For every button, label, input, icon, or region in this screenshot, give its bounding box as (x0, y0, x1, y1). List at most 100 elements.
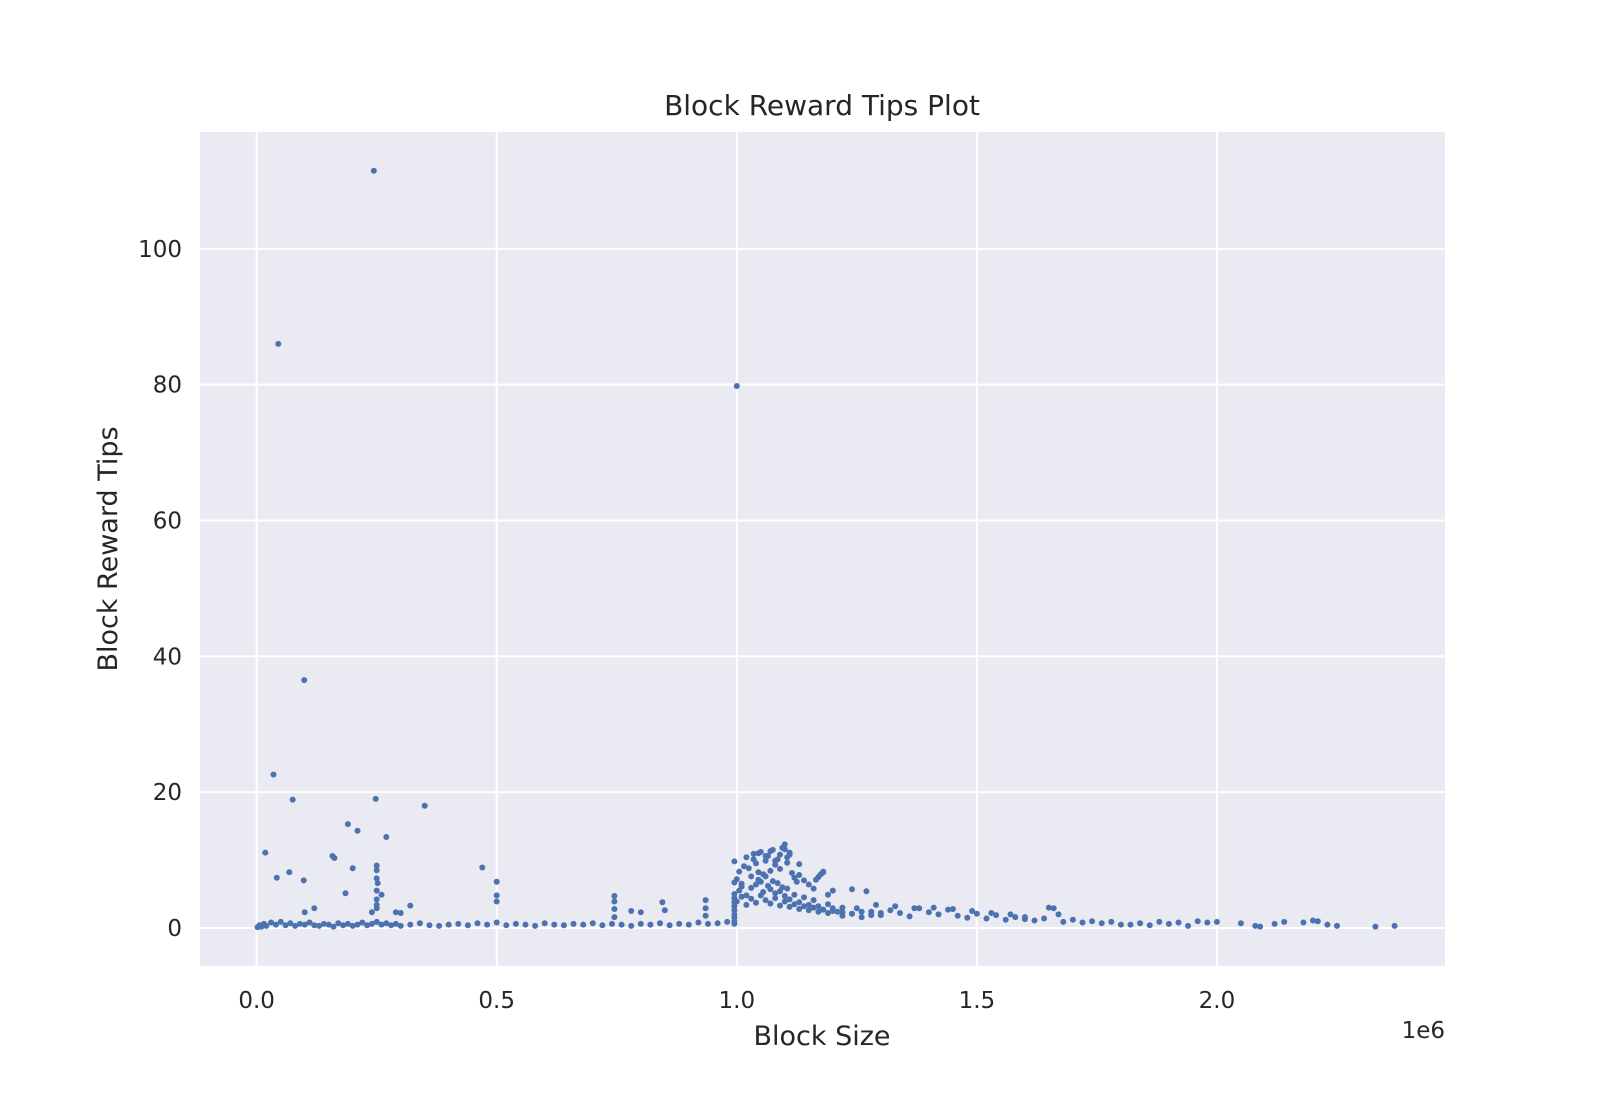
data-point (484, 921, 491, 928)
data-point (611, 906, 618, 912)
data-point (560, 922, 567, 929)
data-point (1079, 919, 1086, 926)
data-point (611, 898, 618, 905)
data-point (954, 912, 961, 919)
x-tick-label: 0.5 (478, 988, 515, 1014)
data-point (370, 167, 377, 174)
data-point (877, 912, 884, 919)
data-point (767, 848, 774, 855)
data-point (1257, 923, 1264, 930)
data-point (611, 893, 618, 899)
data-point (301, 921, 308, 928)
data-point (368, 920, 375, 927)
data-point (789, 870, 795, 876)
data-point (392, 920, 399, 927)
data-point (407, 902, 414, 909)
data-point (695, 919, 702, 926)
data-point (777, 865, 783, 872)
data-point (522, 921, 529, 928)
data-point (733, 383, 740, 389)
data-point (599, 922, 606, 929)
data-point (820, 868, 827, 875)
data-point (1137, 920, 1144, 927)
data-point (611, 914, 618, 921)
data-point (815, 908, 822, 915)
data-point (263, 922, 270, 929)
data-point (659, 899, 666, 906)
data-point (372, 795, 379, 802)
data-point (676, 920, 683, 927)
data-point (772, 861, 779, 868)
data-point (1045, 904, 1052, 911)
data-point (1055, 911, 1062, 918)
data-point (1060, 918, 1067, 925)
x-tick-label: 1.0 (719, 988, 756, 1014)
grid-lines (200, 132, 1445, 966)
data-point (1108, 918, 1115, 925)
data-point (796, 906, 803, 912)
data-point (810, 904, 817, 911)
data-point (277, 918, 284, 925)
data-point (849, 886, 855, 893)
data-point (757, 892, 764, 899)
data-point (791, 901, 798, 908)
y-tick-label: 100 (138, 237, 182, 263)
data-point (436, 922, 443, 929)
data-point (1146, 922, 1153, 929)
data-point (455, 920, 462, 927)
data-point (1314, 918, 1321, 925)
data-point (657, 920, 663, 927)
data-point (813, 876, 819, 883)
data-point (344, 920, 351, 927)
data-point (777, 851, 783, 858)
data-point (805, 907, 812, 914)
data-point (392, 909, 399, 916)
data-point (839, 904, 846, 911)
x-tick-label: 2.0 (1199, 988, 1236, 1014)
data-point (779, 884, 786, 891)
data-point (743, 854, 750, 861)
data-point (825, 891, 831, 898)
data-point (731, 907, 738, 914)
data-point (320, 920, 327, 927)
data-point (407, 921, 414, 928)
data-point (272, 921, 279, 928)
data-point (858, 908, 865, 915)
data-point (349, 865, 356, 872)
data-point (793, 878, 800, 885)
data-point (637, 920, 644, 927)
y-axis-title: Block Reward Tips (93, 426, 124, 671)
data-point (325, 921, 332, 928)
data-point (755, 850, 762, 857)
data-point (421, 802, 428, 809)
data-point (388, 922, 395, 929)
data-point (762, 857, 769, 864)
data-point (983, 915, 990, 922)
x-axis-offset-label: 1e6 (1402, 1018, 1445, 1044)
data-point (988, 910, 995, 916)
data-point (916, 905, 923, 912)
data-point (1012, 914, 1019, 921)
data-point (755, 869, 762, 876)
data-point (416, 920, 423, 927)
data-point (335, 920, 342, 927)
data-point (378, 921, 385, 928)
data-point (354, 827, 361, 834)
data-point (270, 771, 277, 778)
data-point (801, 894, 807, 901)
data-point (829, 908, 836, 914)
data-point (479, 864, 486, 871)
data-point (774, 880, 781, 887)
data-point (628, 922, 635, 929)
data-point (331, 855, 338, 861)
data-point (1281, 918, 1288, 925)
data-point (368, 909, 375, 916)
data-point (810, 897, 817, 904)
data-point (1300, 919, 1307, 926)
data-point (834, 908, 841, 915)
data-point (868, 908, 875, 915)
data-point (1324, 921, 1331, 928)
data-point (349, 922, 356, 929)
data-point (731, 891, 738, 897)
